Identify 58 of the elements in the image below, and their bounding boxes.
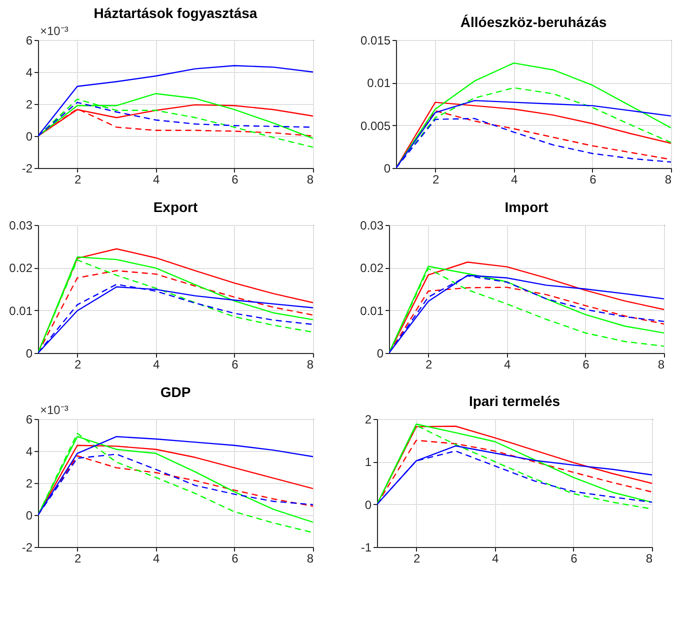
chart-title: Export [153, 199, 198, 215]
y-tick-label: -2 [22, 540, 33, 554]
x-tick-label: 4 [153, 172, 160, 186]
text: ×10⁻³ [40, 24, 68, 38]
y-tick-label: 0.005 [360, 118, 391, 133]
text: ×10⁻³ [40, 403, 68, 417]
x-tick-label: 6 [232, 358, 239, 372]
y-tick-label: 0.01 [367, 76, 391, 90]
x-tick-label: 2 [432, 172, 440, 186]
x-tick-label: 4 [492, 552, 500, 566]
x-tick-label: 2 [74, 552, 82, 566]
x-tick-label: 6 [570, 552, 578, 566]
chart-title: Import [504, 199, 549, 215]
x-tick-label: 6 [232, 552, 239, 566]
x-tick-label: 8 [658, 358, 665, 372]
y-tick-label: 0.02 [360, 261, 384, 276]
x-tick-label: 2 [413, 552, 420, 566]
y-tick-label: 6 [26, 412, 33, 426]
chart-title: Háztartások fogyasztása [94, 5, 258, 21]
x-tick-label: 6 [232, 172, 239, 186]
y-tick-label: 0 [384, 162, 391, 176]
y-tick-label: 0 [364, 498, 372, 512]
chart-title: Állóeszköz-beruházás [460, 14, 607, 30]
y-tick-label: 6 [26, 34, 33, 48]
x-tick-label: 2 [74, 172, 82, 186]
y-tick-label: -1 [360, 540, 372, 554]
chart-title: Ipari termelés [468, 393, 560, 409]
y-tick-label: 2 [26, 98, 33, 112]
y-tick-label: 2 [26, 476, 33, 490]
x-tick-label: 6 [582, 358, 590, 372]
x-tick-label: 8 [664, 172, 672, 186]
x-tick-label: 8 [306, 552, 314, 566]
x-tick-label: 4 [153, 358, 160, 372]
y-tick-label: 0.01 [9, 304, 33, 318]
y-tick-label: 0 [26, 346, 33, 360]
y-tick-label: 0.01 [360, 304, 384, 318]
y-tick-label: -2 [22, 162, 33, 176]
y-tick-label: 0.03 [360, 218, 384, 232]
x-tick-label: 6 [590, 172, 597, 186]
x-tick-label: 8 [306, 172, 314, 186]
y-tick-label: 0.02 [9, 261, 33, 276]
chart-title: GDP [160, 384, 191, 400]
y-tick-label: 0 [26, 508, 33, 522]
y-tick-label: 0.03 [9, 218, 33, 232]
y-tick-label: 1 [364, 455, 372, 470]
y-tick-label: 4 [26, 66, 33, 80]
x-tick-label: 4 [504, 358, 512, 372]
x-tick-label: 4 [511, 172, 518, 186]
y-tick-label: 0.015 [360, 34, 391, 48]
x-tick-label: 2 [74, 358, 82, 372]
x-tick-label: 4 [153, 552, 160, 566]
y-tick-label: 4 [26, 444, 33, 458]
x-tick-label: 8 [646, 552, 653, 566]
x-tick-label: 8 [306, 358, 314, 372]
x-tick-label: 2 [425, 358, 432, 372]
y-tick-label: 2 [364, 412, 372, 426]
y-tick-label: 0 [376, 346, 384, 360]
y-tick-label: 0 [26, 130, 33, 144]
